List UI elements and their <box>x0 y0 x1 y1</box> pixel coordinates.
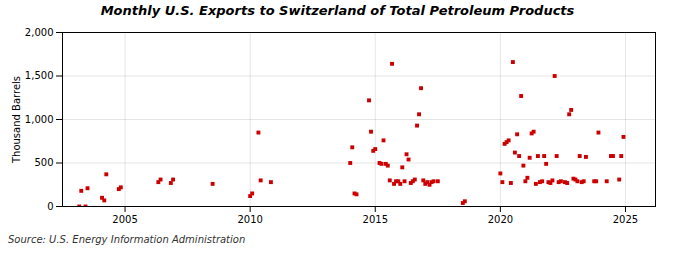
html-text:Monthly U.S. Exports to Switze: Monthly U.S. Exports to Switzerland of T… <box>100 3 575 18</box>
svg-text:2010: 2010 <box>237 214 262 225</box>
svg-text:2015: 2015 <box>363 214 388 225</box>
svg-text:500: 500 <box>34 157 53 168</box>
svg-text:0: 0 <box>47 201 53 212</box>
svg-text:2025: 2025 <box>613 214 638 225</box>
svg-text:1,000: 1,000 <box>25 114 54 125</box>
html-text:Source: U.S. Energy Informatio: Source: U.S. Energy Information Administ… <box>8 234 246 245</box>
svg-text:Thousand Barrels: Thousand Barrels <box>11 76 22 164</box>
svg-text:1,500: 1,500 <box>25 70 54 81</box>
svg-text:2,000: 2,000 <box>25 27 54 38</box>
svg-text:2005: 2005 <box>112 214 137 225</box>
svg-text:2020: 2020 <box>488 214 513 225</box>
